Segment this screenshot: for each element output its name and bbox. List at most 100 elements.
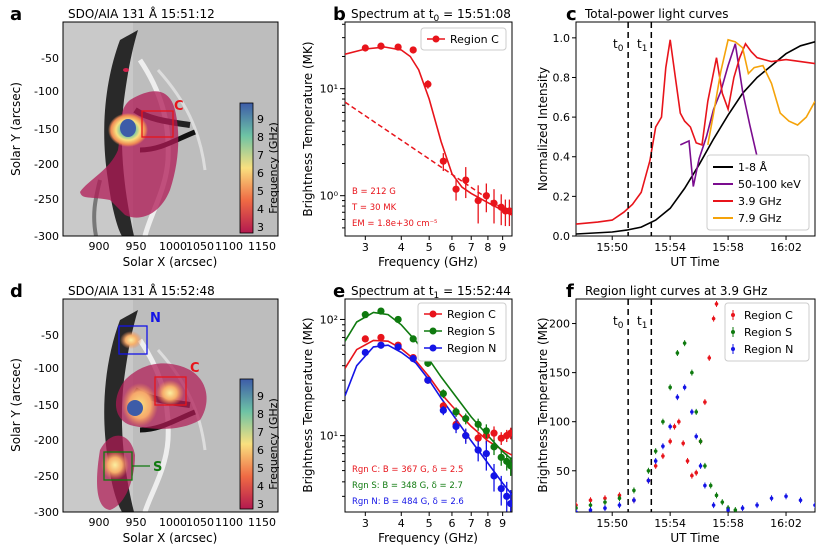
- y-tick: -300: [34, 506, 59, 519]
- data-point: [703, 400, 707, 404]
- data-point: [661, 419, 665, 424]
- x-tick: 1050: [186, 516, 214, 529]
- x-tick: 9: [499, 241, 506, 254]
- panel-e-legend: [417, 302, 507, 362]
- x-tick: 1000: [159, 516, 187, 529]
- fit-curve: [345, 46, 512, 216]
- y-tick: -300: [34, 230, 59, 243]
- legend-entry: Region C: [447, 308, 496, 321]
- data-point: [482, 427, 490, 435]
- panel-a-title: SDO/AIA 131 Å 15:51:12: [68, 6, 215, 21]
- x-tick: 5: [426, 517, 433, 530]
- series-line: [679, 43, 758, 187]
- data-point: [690, 473, 694, 478]
- region-n-label: N: [150, 311, 161, 326]
- y-tick: 10²: [320, 313, 338, 326]
- panel-a-colorbar: 9 8 7 6 5 4 3 Frequency (GHz): [239, 102, 280, 234]
- colorbar-tick: 8: [257, 131, 264, 144]
- data-point: [653, 449, 658, 453]
- region-c-box: [141, 110, 174, 138]
- data-point: [711, 316, 716, 321]
- panel-e-letter: e: [333, 281, 345, 302]
- data-point: [377, 341, 385, 349]
- data-point: [682, 341, 687, 345]
- data-point: [490, 443, 498, 451]
- y-tick: 50: [556, 465, 570, 478]
- panel-f-title: Region light curves at 3.9 GHz: [585, 284, 767, 298]
- y-tick: 0.8: [553, 71, 571, 84]
- data-point: [798, 498, 803, 503]
- legend-entry: 50-100 keV: [738, 178, 801, 191]
- y-tick: -150: [34, 123, 59, 136]
- x-axis-label: Frequency (GHz): [378, 531, 478, 545]
- legend-entry: 3.9 GHz: [738, 195, 782, 208]
- x-tick: 16:02: [770, 517, 802, 530]
- data-point: [672, 424, 677, 429]
- data-point: [588, 498, 593, 503]
- data-point: [474, 446, 482, 454]
- data-point: [452, 422, 460, 431]
- series-line: [576, 41, 815, 235]
- data-point: [361, 335, 369, 343]
- x-tick: 900: [89, 240, 110, 253]
- data-point: [690, 410, 694, 414]
- data-point: [694, 470, 699, 475]
- data-point: [482, 450, 490, 458]
- region-c-label: C: [190, 361, 200, 376]
- x-tick: 15:58: [712, 241, 744, 254]
- data-point: [632, 488, 636, 493]
- x-tick: 5: [426, 241, 433, 254]
- data-point: [482, 192, 490, 200]
- data-point: [588, 508, 593, 512]
- t1-marker-label: t1: [637, 314, 647, 331]
- legend-entry: 7.9 GHz: [738, 212, 782, 225]
- panel-f-legend: [724, 302, 810, 362]
- data-point: [439, 389, 447, 398]
- x-tick: 4: [398, 517, 405, 530]
- panel-b-axes: 3 4 5 6 7 8 9 10¹ 10⁰: [320, 23, 506, 254]
- data-point: [394, 43, 402, 51]
- y-tick: 0.6: [553, 111, 571, 124]
- y-tick: -200: [34, 158, 59, 171]
- t0-marker-label: t0: [613, 314, 624, 331]
- data-point: [646, 478, 651, 483]
- data-point: [377, 307, 385, 315]
- fit-param: Rgn C: B = 367 G, δ = 2.5: [352, 465, 463, 475]
- colorbar-tick: 3: [257, 498, 264, 511]
- panel-c-legend: [706, 154, 810, 231]
- x-tick: 8: [484, 517, 491, 530]
- x-tick: 4: [398, 241, 405, 254]
- data-point: [505, 207, 512, 215]
- data-point: [439, 157, 447, 165]
- panel-b-title: Spectrum at t0 = 15:51:08: [351, 7, 511, 24]
- data-point: [409, 355, 417, 363]
- panel-b-plot: [345, 42, 512, 227]
- y-tick: 200: [549, 318, 570, 331]
- legend-item: 1-8 Å: [713, 161, 767, 174]
- data-point: [424, 376, 432, 384]
- panel-a-xticks: 900 950 1000 1050 1100 1150: [89, 240, 277, 253]
- colorbar-tick: 7: [257, 149, 264, 162]
- panel-f-letter: f: [566, 281, 574, 302]
- x-axis-label: Frequency (GHz): [378, 255, 478, 269]
- data-point: [661, 454, 665, 458]
- data-point: [452, 408, 460, 416]
- data-point: [361, 348, 369, 357]
- panel-b: b Spectrum at t0 = 15:51:08 3 4 5 6 7 8 9 10¹ 10…: [301, 4, 513, 269]
- data-point: [784, 494, 788, 499]
- colorbar-tick: 9: [257, 113, 264, 126]
- data-point: [707, 356, 712, 360]
- data-point: [755, 503, 759, 507]
- y-axis-label: Brightness Temperature (MK): [301, 317, 315, 492]
- y-tick: -250: [34, 193, 59, 206]
- data-point: [603, 506, 607, 510]
- data-point: [714, 302, 719, 306]
- data-point: [711, 503, 716, 507]
- colorbar-tick: 4: [257, 480, 264, 493]
- panel-d-xticks: 900 950 1000 1050 1100 1150: [89, 516, 277, 529]
- data-point: [377, 333, 385, 342]
- y-tick: 150: [549, 367, 570, 380]
- x-tick: 15:54: [654, 517, 686, 530]
- data-point: [720, 500, 725, 504]
- data-point: [668, 424, 672, 429]
